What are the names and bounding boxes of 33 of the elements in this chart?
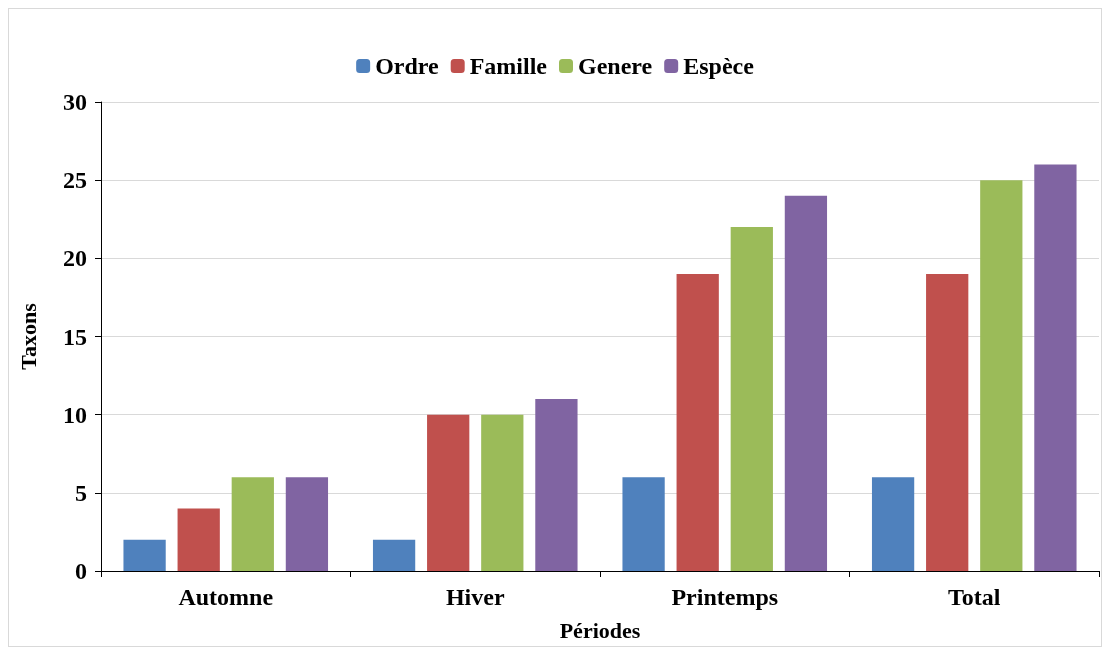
- y-tick-label: 15: [63, 323, 87, 350]
- bar: [730, 227, 773, 571]
- bar: [427, 414, 470, 571]
- y-tick-label: 30: [63, 89, 87, 115]
- legend-label: Ordre: [375, 53, 440, 79]
- bar: [622, 477, 665, 571]
- bar: [784, 195, 828, 571]
- bar: [231, 477, 274, 571]
- bar: [676, 273, 719, 571]
- bar: [123, 539, 166, 571]
- x-tick-label: Printemps: [671, 584, 779, 610]
- bar: [871, 477, 915, 571]
- x-tick-label: Hiver: [445, 584, 505, 610]
- legend-label: Espèce: [683, 53, 755, 79]
- bar: [481, 414, 524, 571]
- legend-label: Genere: [578, 53, 653, 79]
- bar: [535, 399, 578, 571]
- bar: [177, 508, 220, 571]
- y-tick-label: 20: [63, 245, 87, 272]
- bar: [285, 477, 329, 571]
- bar: [926, 273, 969, 571]
- x-tick-label: Automne: [178, 584, 274, 610]
- y-axis-title: Taxons: [15, 302, 41, 370]
- y-tick-label: 0: [75, 558, 87, 584]
- bar: [1034, 164, 1077, 571]
- y-tick-label: 10: [63, 401, 87, 428]
- y-tick-label: 25: [63, 167, 87, 194]
- x-axis-title: Périodes: [559, 617, 641, 643]
- bar: [980, 180, 1023, 571]
- bar: [372, 539, 416, 571]
- legend-label: Famille: [469, 53, 548, 79]
- x-tick-label: Total: [948, 584, 1001, 610]
- y-tick-label: 5: [75, 479, 87, 506]
